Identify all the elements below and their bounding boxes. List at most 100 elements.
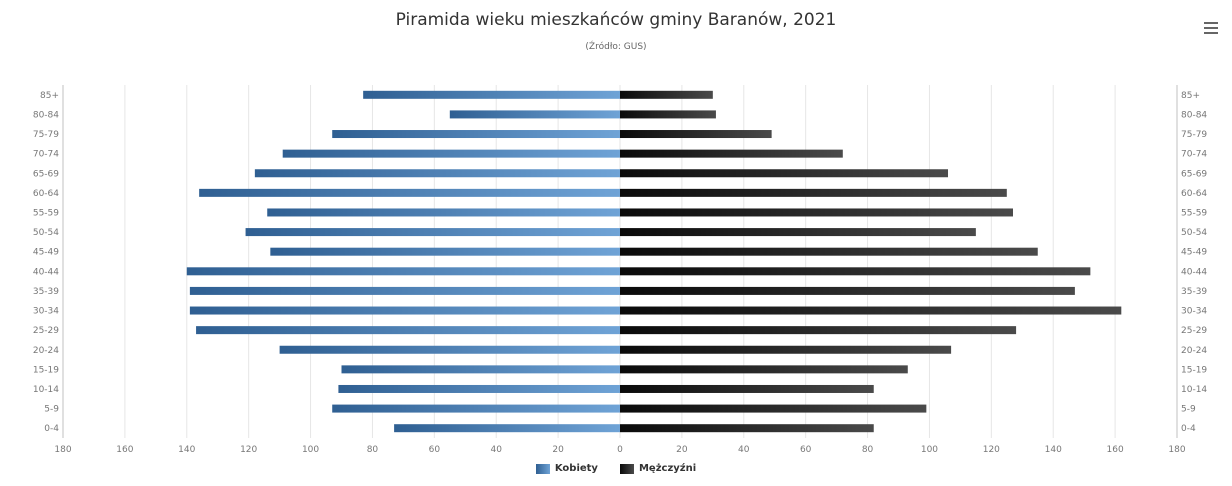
x-tick-label: 180: [54, 445, 71, 455]
y-tick-label-right: 40-44: [1181, 267, 1207, 277]
bar-female[interactable]: [332, 130, 620, 139]
y-tick-label-right: 0-4: [1181, 424, 1196, 434]
bar-female[interactable]: [394, 424, 620, 433]
x-tick-label: 140: [178, 445, 195, 455]
legend-label-male: Mężczyźni: [638, 463, 697, 474]
bar-male[interactable]: [620, 404, 927, 413]
x-tick-label: 100: [302, 445, 319, 455]
y-tick-label-right: 5-9: [1181, 405, 1196, 415]
legend-item-male[interactable]: Mężczyźni: [619, 463, 697, 474]
chart-title: Piramida wieku mieszkańców gminy Baranów…: [395, 10, 837, 30]
bar-male[interactable]: [620, 188, 1007, 197]
bar-male[interactable]: [620, 424, 874, 433]
y-tick-label-right: 45-49: [1181, 248, 1207, 258]
bar-male[interactable]: [620, 345, 952, 354]
bar-male[interactable]: [620, 326, 1017, 335]
bar-male[interactable]: [620, 384, 874, 393]
y-tick-label-right: 50-54: [1181, 228, 1207, 238]
bar-male[interactable]: [620, 306, 1122, 315]
y-tick-label-left: 55-59: [33, 208, 59, 218]
bar-female[interactable]: [189, 286, 620, 295]
legend-label-female: Kobiety: [554, 463, 598, 474]
bar-female[interactable]: [338, 384, 620, 393]
y-tick-label-right: 10-14: [1181, 385, 1207, 395]
bar-female[interactable]: [279, 345, 620, 354]
bar-male[interactable]: [620, 286, 1075, 295]
bar-female[interactable]: [332, 404, 620, 413]
y-tick-label-right: 70-74: [1181, 150, 1207, 160]
y-tick-label-left: 30-34: [33, 307, 59, 317]
bar-female[interactable]: [189, 306, 620, 315]
bar-female[interactable]: [282, 149, 620, 158]
y-tick-label-right: 20-24: [1181, 346, 1207, 356]
y-tick-label-left: 40-44: [33, 267, 59, 277]
bar-male[interactable]: [620, 90, 713, 99]
bar-female[interactable]: [254, 169, 620, 178]
legend-item-female[interactable]: Kobiety: [535, 463, 598, 474]
x-tick-label: 120: [983, 445, 1000, 455]
y-tick-label-left: 50-54: [33, 228, 59, 238]
y-tick-label-right: 15-19: [1181, 365, 1207, 375]
axis-labels: 180 160 140 120 100 80 60 40 20 0 20 40 60 80 100 120 14…: [33, 91, 1208, 455]
y-tick-label-left: 10-14: [33, 385, 59, 395]
y-tick-label-right: 65-69: [1181, 169, 1207, 179]
y-tick-label-left: 25-29: [33, 326, 59, 336]
y-tick-label-left: 35-39: [33, 287, 59, 297]
hamburger-menu-icon[interactable]: [1204, 22, 1218, 34]
y-tick-label-left: 70-74: [33, 150, 59, 160]
bar-male[interactable]: [620, 169, 949, 178]
y-tick-label-left: 85+: [40, 91, 59, 101]
bar-female[interactable]: [245, 228, 621, 237]
bar-female[interactable]: [449, 110, 620, 119]
y-tick-label-left: 65-69: [33, 169, 59, 179]
x-tick-label: 160: [1107, 445, 1124, 455]
bar-female[interactable]: [341, 365, 621, 374]
y-tick-label-right: 60-64: [1181, 189, 1207, 199]
bar-female[interactable]: [196, 326, 621, 335]
bar-male[interactable]: [620, 267, 1091, 276]
bar-male[interactable]: [620, 365, 908, 374]
y-tick-label-right: 35-39: [1181, 287, 1207, 297]
bar-male[interactable]: [620, 110, 716, 119]
x-tick-label: 180: [1168, 445, 1185, 455]
chart-subtitle: (Źródło: GUS): [585, 42, 647, 52]
grid-lines: [62, 85, 1178, 438]
x-tick-label: 40: [490, 445, 502, 455]
bars: [186, 90, 1122, 433]
x-tick-label: 160: [116, 445, 133, 455]
bar-female[interactable]: [186, 267, 620, 276]
y-tick-label-left: 60-64: [33, 189, 59, 199]
y-tick-label-right: 25-29: [1181, 326, 1207, 336]
x-tick-label: 80: [367, 445, 379, 455]
bar-female[interactable]: [363, 90, 620, 99]
bar-female[interactable]: [267, 208, 620, 217]
x-tick-label: 100: [921, 445, 938, 455]
x-tick-label: 0: [617, 445, 623, 455]
y-tick-label-left: 0-4: [44, 424, 59, 434]
y-tick-label-right: 55-59: [1181, 208, 1207, 218]
legend: Kobiety Mężczyźni: [0, 463, 1232, 474]
y-tick-label-right: 80-84: [1181, 110, 1207, 120]
y-tick-label-right: 75-79: [1181, 130, 1207, 140]
y-tick-label-left: 80-84: [33, 110, 59, 120]
bar-male[interactable]: [620, 228, 976, 237]
bar-female[interactable]: [270, 247, 620, 256]
x-tick-label: 120: [240, 445, 257, 455]
bar-female[interactable]: [199, 188, 620, 197]
bar-male[interactable]: [620, 130, 772, 139]
x-tick-label: 40: [738, 445, 750, 455]
x-tick-label: 60: [800, 445, 812, 455]
bar-male[interactable]: [620, 149, 843, 158]
legend-swatch-male: [619, 463, 634, 474]
y-tick-label-left: 5-9: [44, 405, 59, 415]
x-tick-label: 80: [862, 445, 874, 455]
bar-male[interactable]: [620, 208, 1013, 217]
y-tick-label-left: 45-49: [33, 248, 59, 258]
legend-swatch-female: [535, 463, 550, 474]
y-tick-label-left: 15-19: [33, 365, 59, 375]
x-tick-label: 60: [429, 445, 441, 455]
x-tick-label: 20: [676, 445, 688, 455]
bar-male[interactable]: [620, 247, 1038, 256]
y-tick-label-left: 75-79: [33, 130, 59, 140]
